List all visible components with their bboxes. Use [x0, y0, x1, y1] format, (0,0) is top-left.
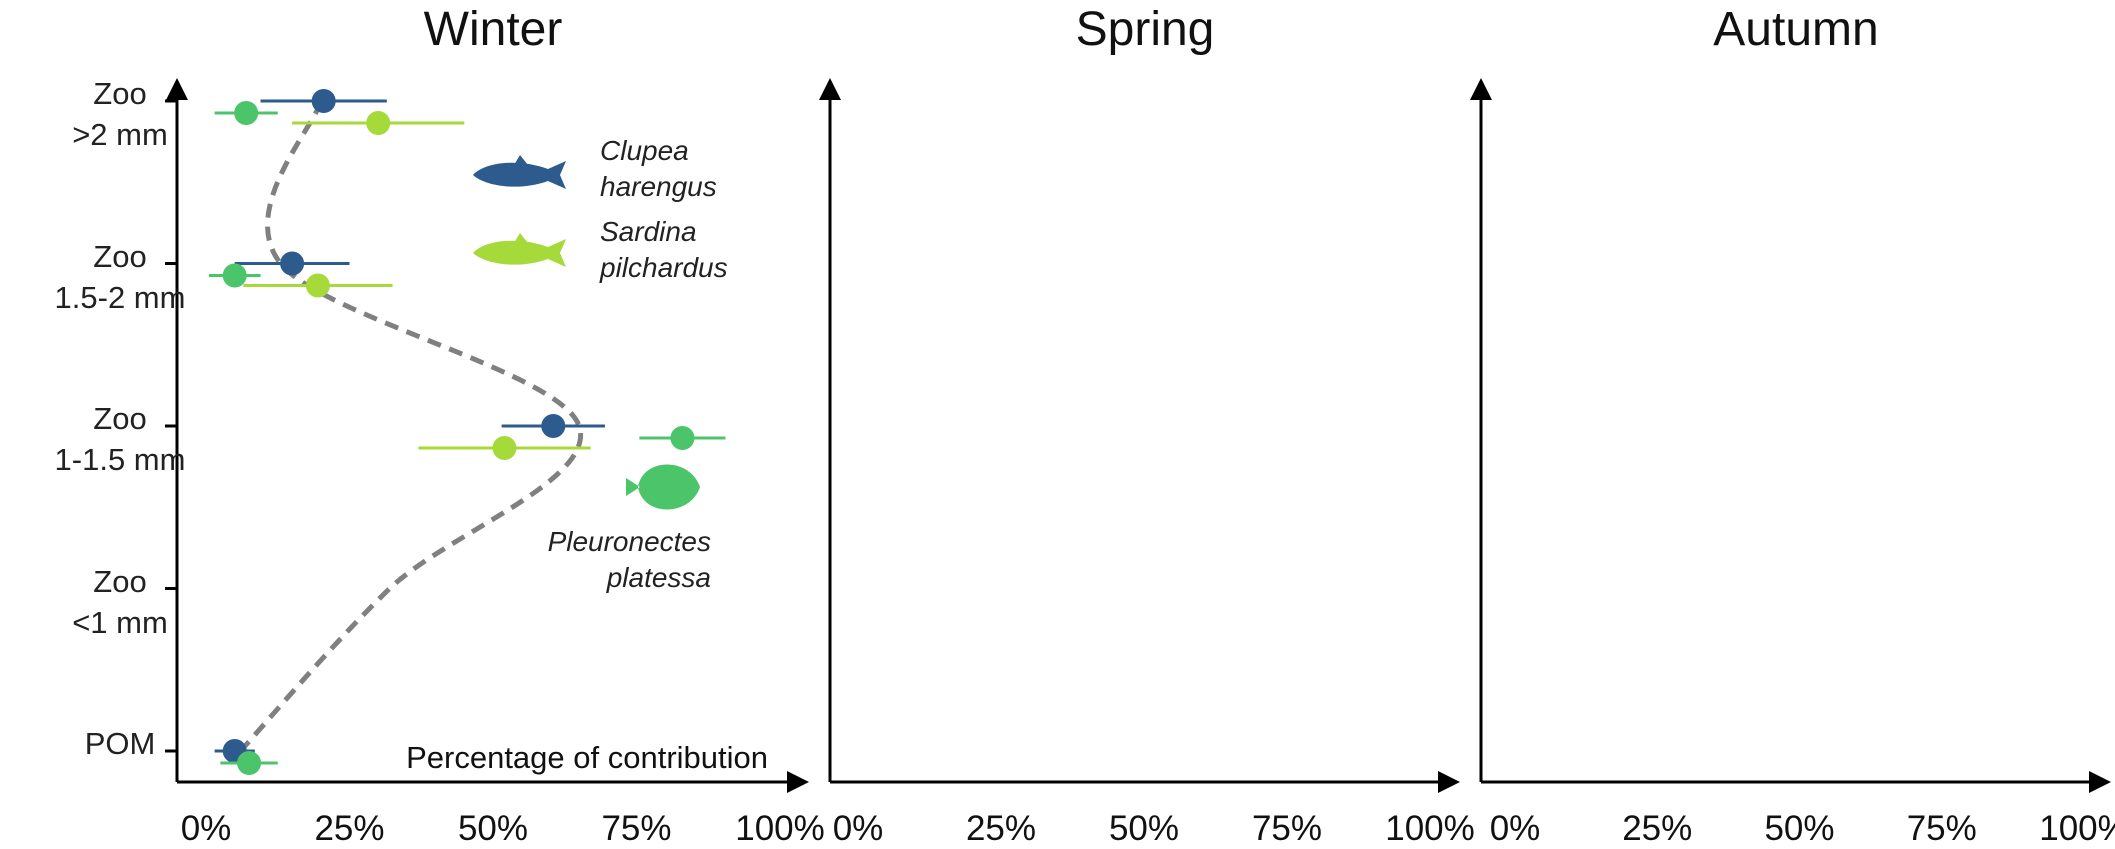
x-tick-label: 0% [181, 809, 232, 848]
x-tick-label: 50% [1764, 809, 1834, 848]
legend-icon [473, 155, 566, 189]
y-tick-label: Zoo >2 mm [40, 73, 200, 155]
y-tick-label: Zoo 1.5-2 mm [40, 236, 200, 318]
x-tick-label: 75% [601, 809, 671, 848]
legend-icon [473, 233, 566, 267]
data-point [312, 89, 336, 113]
data-point [234, 101, 258, 125]
x-tick-label: 100% [1385, 809, 1475, 848]
x-tick-label: 0% [1490, 809, 1541, 848]
y-axis-arrow [1470, 78, 1492, 100]
data-point [492, 436, 516, 460]
x-tick-label: 25% [1622, 809, 1692, 848]
chart: Winter 0% 25% 50% 75% 100% Percentage of contr… [0, 0, 2115, 849]
y-tick-label: POM [40, 723, 200, 764]
data-point [541, 414, 565, 438]
x-tick-label: 50% [458, 809, 528, 848]
x-tick-label: 0% [833, 809, 884, 848]
legend-label: Clupea harengus [600, 133, 800, 205]
y-axis-arrow [819, 78, 841, 100]
x-tick-label: 75% [1907, 809, 1977, 848]
x-axis-arrow [2089, 771, 2111, 793]
x-tick-label: 25% [314, 809, 384, 848]
chart-title: Autumn [1713, 3, 1878, 56]
x-axis-label: Percentage of contribution [406, 740, 768, 775]
x-tick-label: 100% [2039, 809, 2115, 848]
legend-label: Pleuronectes platessa [511, 524, 711, 596]
x-tick-label: 100% [735, 809, 825, 848]
chart-title: Winter [424, 3, 563, 56]
legend-label: Sardina pilchardus [600, 214, 800, 286]
x-axis-arrow [1438, 771, 1460, 793]
y-tick-label: Zoo 1-1.5 mm [40, 398, 200, 480]
legend-icon [626, 465, 700, 510]
figure: Winter 0% 25% 50% 75% 100% Percentage of contr… [0, 0, 2115, 849]
data-point [670, 426, 694, 450]
x-tick-label: 50% [1109, 809, 1179, 848]
y-tick-label: Zoo <1 mm [40, 561, 200, 643]
chart-title: Spring [1076, 3, 1215, 56]
x-axis-arrow [787, 771, 809, 793]
data-point [280, 252, 304, 276]
x-tick-label: 75% [1252, 809, 1322, 848]
data-point [366, 111, 390, 135]
data-point [223, 264, 247, 288]
x-tick-label: 25% [966, 809, 1036, 848]
data-point [306, 274, 330, 298]
data-point [237, 751, 261, 775]
